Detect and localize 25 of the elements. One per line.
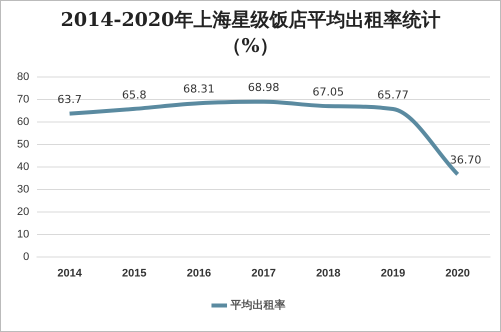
y-tick-label: 60 [16, 116, 30, 128]
data-label: 65.77 [377, 88, 409, 102]
y-tick-label: 10 [16, 228, 30, 240]
data-label: 36.70 [450, 154, 482, 167]
x-tick-label: 2015 [122, 267, 146, 280]
y-tick-label: 70 [16, 94, 30, 106]
data-label: 68.31 [183, 82, 215, 96]
y-tick-label: 20 [16, 206, 30, 218]
y-tick-label: 80 [16, 71, 30, 84]
data-label: 63.7 [57, 92, 82, 106]
y-tick-label: 50 [16, 138, 30, 150]
x-tick-label: 2016 [186, 267, 212, 280]
y-tick-label: 40 [16, 160, 30, 173]
x-tick-label: 2017 [251, 267, 276, 280]
legend-label: 平均出租率 [229, 298, 286, 312]
data-label: 65.8 [122, 88, 147, 102]
data-label: 67.05 [312, 85, 344, 98]
x-tick-label: 2020 [445, 267, 470, 280]
x-tick-label: 2014 [57, 267, 83, 280]
x-tick-label: 2018 [316, 267, 341, 280]
y-tick-label: 30 [16, 183, 30, 196]
data-label: 68.98 [248, 81, 280, 94]
x-tick-label: 2019 [380, 267, 406, 280]
chart-title: 2014-2020年上海星级饭店平均出租率统计（%） [60, 8, 442, 59]
y-tick-label: 0 [23, 250, 30, 263]
